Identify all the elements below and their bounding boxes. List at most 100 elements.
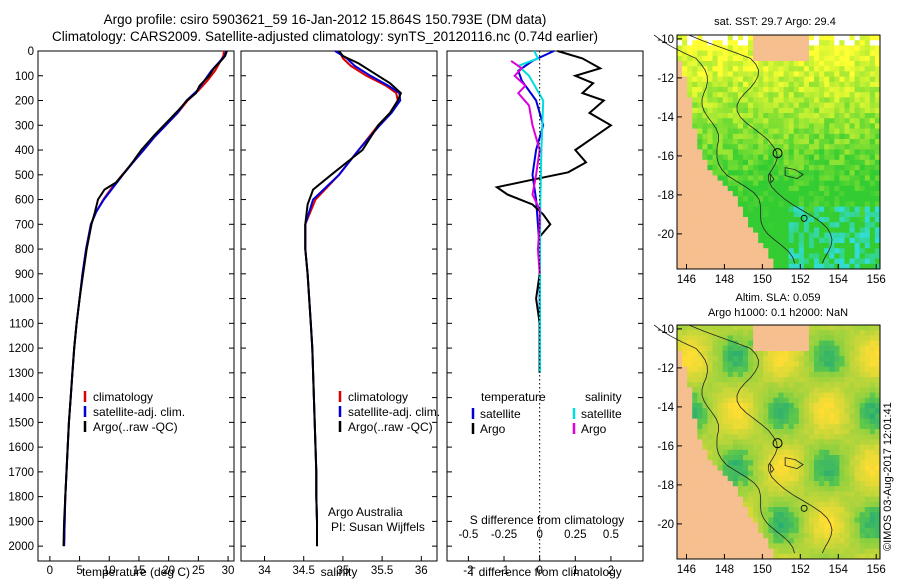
map-cell xyxy=(844,403,850,409)
map-cell xyxy=(819,345,825,352)
map-cell xyxy=(839,325,845,331)
map-cell xyxy=(834,222,840,228)
map-cell xyxy=(692,165,698,171)
map-cell xyxy=(692,460,698,466)
map-cell xyxy=(682,258,688,265)
map-cell xyxy=(758,133,764,140)
map-cell xyxy=(742,345,749,352)
map-cell xyxy=(763,465,769,471)
map-cell xyxy=(753,548,759,555)
map-cell xyxy=(859,92,866,98)
map-cell xyxy=(788,248,795,254)
map-cell xyxy=(803,237,810,244)
map-cell xyxy=(844,527,850,534)
map-cell xyxy=(869,61,876,67)
map-cell xyxy=(768,455,774,461)
map-cell xyxy=(788,387,795,393)
map-cell xyxy=(748,533,754,539)
map-cell xyxy=(742,118,749,124)
map-cell xyxy=(834,180,840,187)
map-cell xyxy=(869,481,876,487)
map-cell xyxy=(753,553,759,560)
map-cell xyxy=(737,444,744,451)
map-cell xyxy=(819,76,825,83)
map-cell xyxy=(793,491,800,497)
map-cell xyxy=(682,201,688,207)
map-cell xyxy=(753,123,759,129)
map-cell xyxy=(722,553,729,560)
map-cell xyxy=(793,335,800,341)
map-cell xyxy=(808,165,815,171)
map-cell xyxy=(707,470,713,477)
map-cell xyxy=(722,387,729,393)
map-cell xyxy=(677,217,683,223)
map-cell xyxy=(763,180,769,187)
map-cell xyxy=(819,429,825,435)
map-cell xyxy=(677,222,683,228)
map-cell xyxy=(854,92,861,98)
map-cell xyxy=(814,538,820,544)
map-cell xyxy=(844,387,850,393)
map-cell xyxy=(692,71,698,77)
map-cell xyxy=(737,429,744,435)
map-cell xyxy=(748,403,754,409)
map-cell xyxy=(808,481,815,487)
legend-label: climatology xyxy=(93,390,153,404)
map-cell xyxy=(727,118,734,124)
map-cell xyxy=(844,71,850,77)
map-cell xyxy=(732,237,739,244)
map-cell xyxy=(773,382,779,388)
map-cell xyxy=(798,387,805,393)
map-cell xyxy=(763,144,769,150)
map-cell xyxy=(798,227,805,233)
map-cell xyxy=(849,496,856,503)
map-cell xyxy=(702,444,708,451)
map-cell xyxy=(844,429,850,435)
map-cell xyxy=(829,87,835,93)
map-cell xyxy=(819,55,825,62)
map-cell xyxy=(859,387,866,393)
map-cell xyxy=(869,475,876,482)
map-cell xyxy=(742,217,749,223)
map-cell xyxy=(834,345,840,352)
map-cell xyxy=(793,211,800,218)
map-cell xyxy=(844,175,850,181)
map-cell xyxy=(798,548,805,555)
map-cell xyxy=(758,170,764,176)
map-cell xyxy=(742,512,749,518)
map-cell xyxy=(829,102,835,109)
map-cell xyxy=(742,206,749,213)
map-cell xyxy=(727,222,734,228)
map-cell xyxy=(798,455,805,461)
map-cell xyxy=(753,128,759,135)
map-cell xyxy=(742,413,749,419)
map-cell xyxy=(814,553,820,560)
map-cell xyxy=(773,397,779,404)
map-cell xyxy=(824,475,830,482)
map-cell xyxy=(793,366,800,373)
map-cell xyxy=(869,217,876,223)
map-cell xyxy=(717,92,724,98)
map-cell xyxy=(829,423,835,430)
map-cell xyxy=(803,351,810,357)
map-cell xyxy=(702,206,708,213)
map-cell xyxy=(834,102,840,109)
map-cell xyxy=(803,196,810,202)
map-cell xyxy=(727,382,734,388)
map-cell xyxy=(768,118,774,124)
map-cell xyxy=(814,345,820,352)
map-cell xyxy=(753,232,759,239)
map-cell xyxy=(682,543,688,549)
map-cell xyxy=(793,222,800,228)
map-x-tick-label: 146 xyxy=(677,274,696,286)
map-cell xyxy=(778,97,784,103)
map-cell xyxy=(753,87,759,93)
map-cell xyxy=(793,196,800,202)
map-cell xyxy=(834,330,840,336)
map-cell xyxy=(803,423,810,430)
map-cell xyxy=(819,356,825,362)
map-cell xyxy=(712,258,718,265)
map-cell xyxy=(697,159,703,166)
legend-title-temperature: temperature xyxy=(481,390,546,404)
map-cell xyxy=(763,517,769,523)
